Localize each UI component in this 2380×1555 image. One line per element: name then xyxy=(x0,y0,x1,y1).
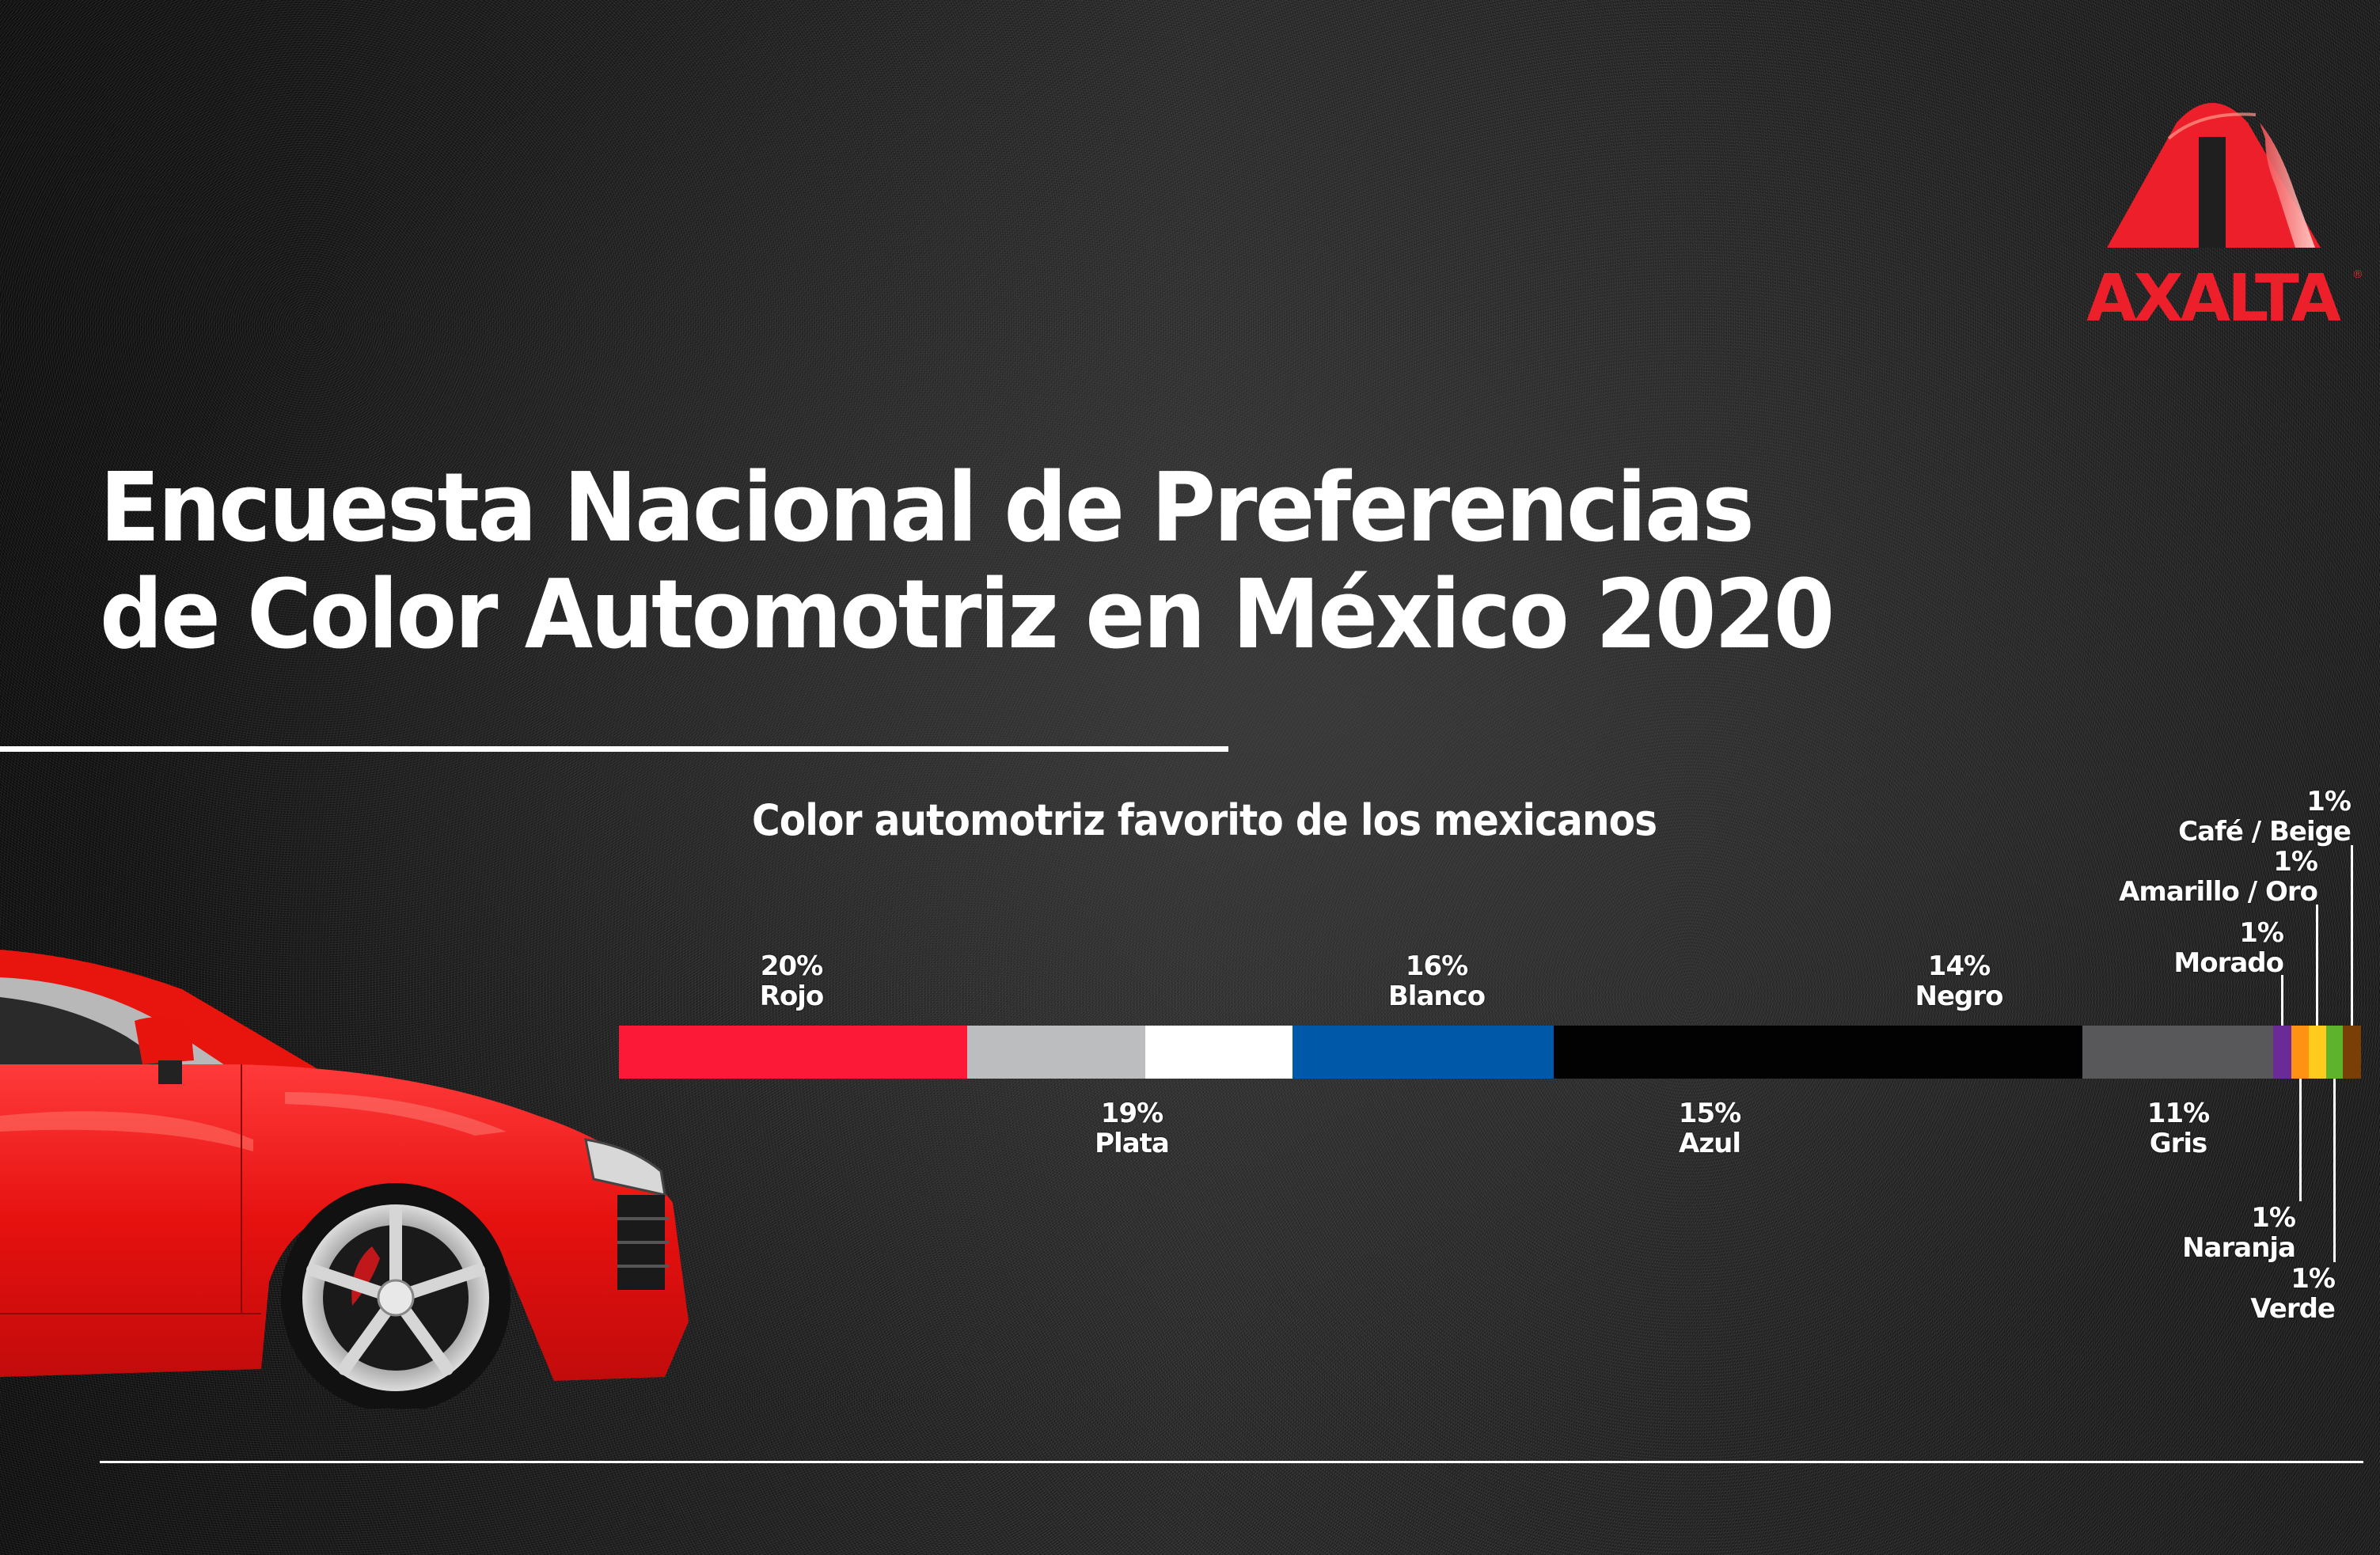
bar-segment-verde xyxy=(2326,1026,2343,1079)
leader-line-naranja xyxy=(2299,1079,2302,1201)
leader-line-morado xyxy=(2281,975,2283,1026)
red-car-image xyxy=(0,934,697,1409)
label-negro: 14% Negro xyxy=(1915,950,2004,1012)
svg-text:AXALTA: AXALTA xyxy=(2086,261,2341,328)
axalta-logo: AXALTA ® xyxy=(2058,91,2367,328)
car-icon xyxy=(0,950,689,1409)
leader-line-cafe xyxy=(2351,845,2353,1026)
bar-segment-morado xyxy=(2273,1026,2291,1079)
bar-segment-naranja xyxy=(2291,1026,2309,1079)
bar-segment-negro xyxy=(1554,1026,2082,1079)
bar-segment-rojo xyxy=(619,1026,967,1079)
bar-segment-plata xyxy=(967,1026,1145,1079)
label-blanco: 16% Blanco xyxy=(1387,950,1486,1012)
axalta-a-icon: AXALTA ® xyxy=(2086,103,2363,328)
label-naranja: 1% Naranja xyxy=(2182,1202,2296,1264)
label-gris: 11% Gris xyxy=(2147,1098,2210,1159)
title-line-2: de Color Automotriz en México 2020 xyxy=(100,560,1835,670)
label-morado: 1% Morado xyxy=(2173,917,2284,979)
page-title: Encuesta Nacional de Preferencias de Col… xyxy=(100,453,1835,670)
label-azul: 15% Azul xyxy=(1678,1098,1741,1159)
label-rojo: 20% Rojo xyxy=(759,950,825,1012)
footer-divider xyxy=(100,1461,2363,1463)
svg-text:®: ® xyxy=(2352,268,2363,281)
bar-segment-amarillo xyxy=(2309,1026,2326,1079)
label-cafe: 1% Café / Beige xyxy=(2178,786,2352,848)
bar-segment-cafe xyxy=(2343,1026,2361,1079)
leader-line-verde xyxy=(2333,1079,2336,1262)
leader-line-amarillo xyxy=(2316,905,2318,1026)
title-line-1: Encuesta Nacional de Preferencias xyxy=(100,453,1755,563)
bar-segment-azul xyxy=(1292,1026,1554,1079)
stacked-color-bar xyxy=(619,1026,2361,1079)
bar-segment-blanco xyxy=(1145,1026,1292,1079)
label-plata: 19% Plata xyxy=(1095,1098,1170,1159)
chart-title: Color automotriz favorito de los mexican… xyxy=(752,795,1657,845)
bar-segment-gris xyxy=(2082,1026,2273,1079)
title-divider xyxy=(0,746,1228,752)
label-amarillo: 1% Amarillo / Oro xyxy=(2119,846,2318,908)
label-verde: 1% Verde xyxy=(2250,1263,2336,1325)
